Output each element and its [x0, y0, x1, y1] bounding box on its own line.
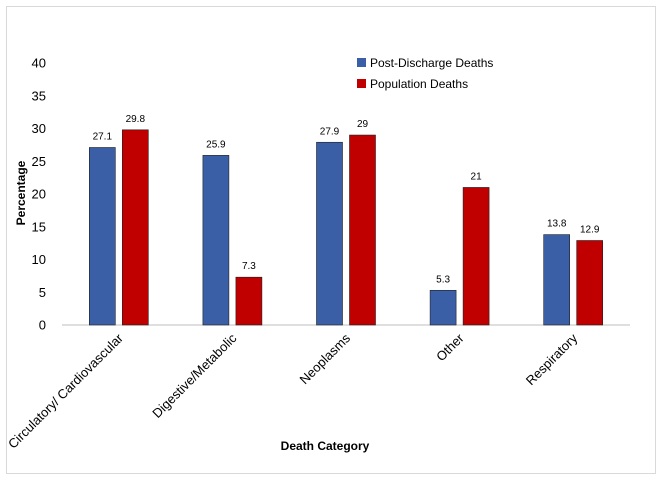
x-tick-label: Other [433, 330, 467, 364]
bar-post-discharge [429, 289, 457, 326]
bars-group: 27.1 29.8 25.9 7.3 27.9 29 5.3 21 13.8 12.9 [89, 114, 604, 326]
legend-label-population: Population Deaths [370, 77, 468, 91]
data-label-population: 21 [471, 171, 483, 182]
bar-post-discharge [202, 155, 230, 326]
bar-population [462, 187, 490, 326]
data-label-post-discharge: 5.3 [436, 274, 450, 285]
x-tick-label: Neoplasms [297, 330, 354, 387]
data-label-population: 29.8 [126, 114, 146, 125]
data-label-post-discharge: 25.9 [206, 139, 226, 150]
y-tick-label: 10 [32, 252, 46, 267]
data-label-population: 7.3 [242, 261, 256, 272]
data-label-post-discharge: 27.1 [93, 131, 113, 142]
y-axis-title: Percentage [14, 160, 28, 225]
bar-post-discharge [316, 141, 343, 326]
bar-population [122, 129, 149, 326]
x-tick-label: Circulatory/ Cardiovascular [5, 330, 126, 451]
bar-post-discharge [543, 234, 571, 326]
legend-label-post-discharge: Post-Discharge Deaths [370, 56, 493, 70]
legend: Post-Discharge Deaths Population Deaths [357, 56, 493, 91]
legend-swatch-post-discharge [357, 58, 366, 67]
y-tick-label: 30 [32, 121, 46, 136]
x-tick-label: Digestive/Metabolic [149, 330, 240, 421]
data-label-post-discharge: 27.9 [320, 126, 340, 137]
bar-population [235, 276, 263, 326]
y-tick-label: 35 [32, 88, 46, 103]
y-tick-label: 25 [32, 154, 46, 169]
data-label-population: 12.9 [580, 225, 600, 236]
data-label-population: 29 [357, 119, 369, 130]
y-axis-ticks: 0 5 10 15 20 25 30 35 40 [32, 56, 46, 333]
bar-post-discharge [89, 147, 116, 326]
x-axis-ticks: Circulatory/ Cardiovascular Digestive/Met… [5, 330, 581, 451]
data-label-post-discharge: 13.8 [547, 219, 567, 230]
bar-population [349, 134, 376, 326]
y-tick-label: 5 [39, 285, 46, 300]
y-tick-label: 20 [32, 187, 46, 202]
y-tick-label: 15 [32, 219, 46, 234]
legend-swatch-population [357, 79, 366, 88]
x-axis-title: Death Category [281, 439, 370, 453]
y-tick-label: 40 [32, 56, 46, 71]
x-tick-label: Respiratory [523, 330, 581, 388]
bar-population [576, 240, 604, 326]
y-tick-label: 0 [39, 318, 46, 333]
